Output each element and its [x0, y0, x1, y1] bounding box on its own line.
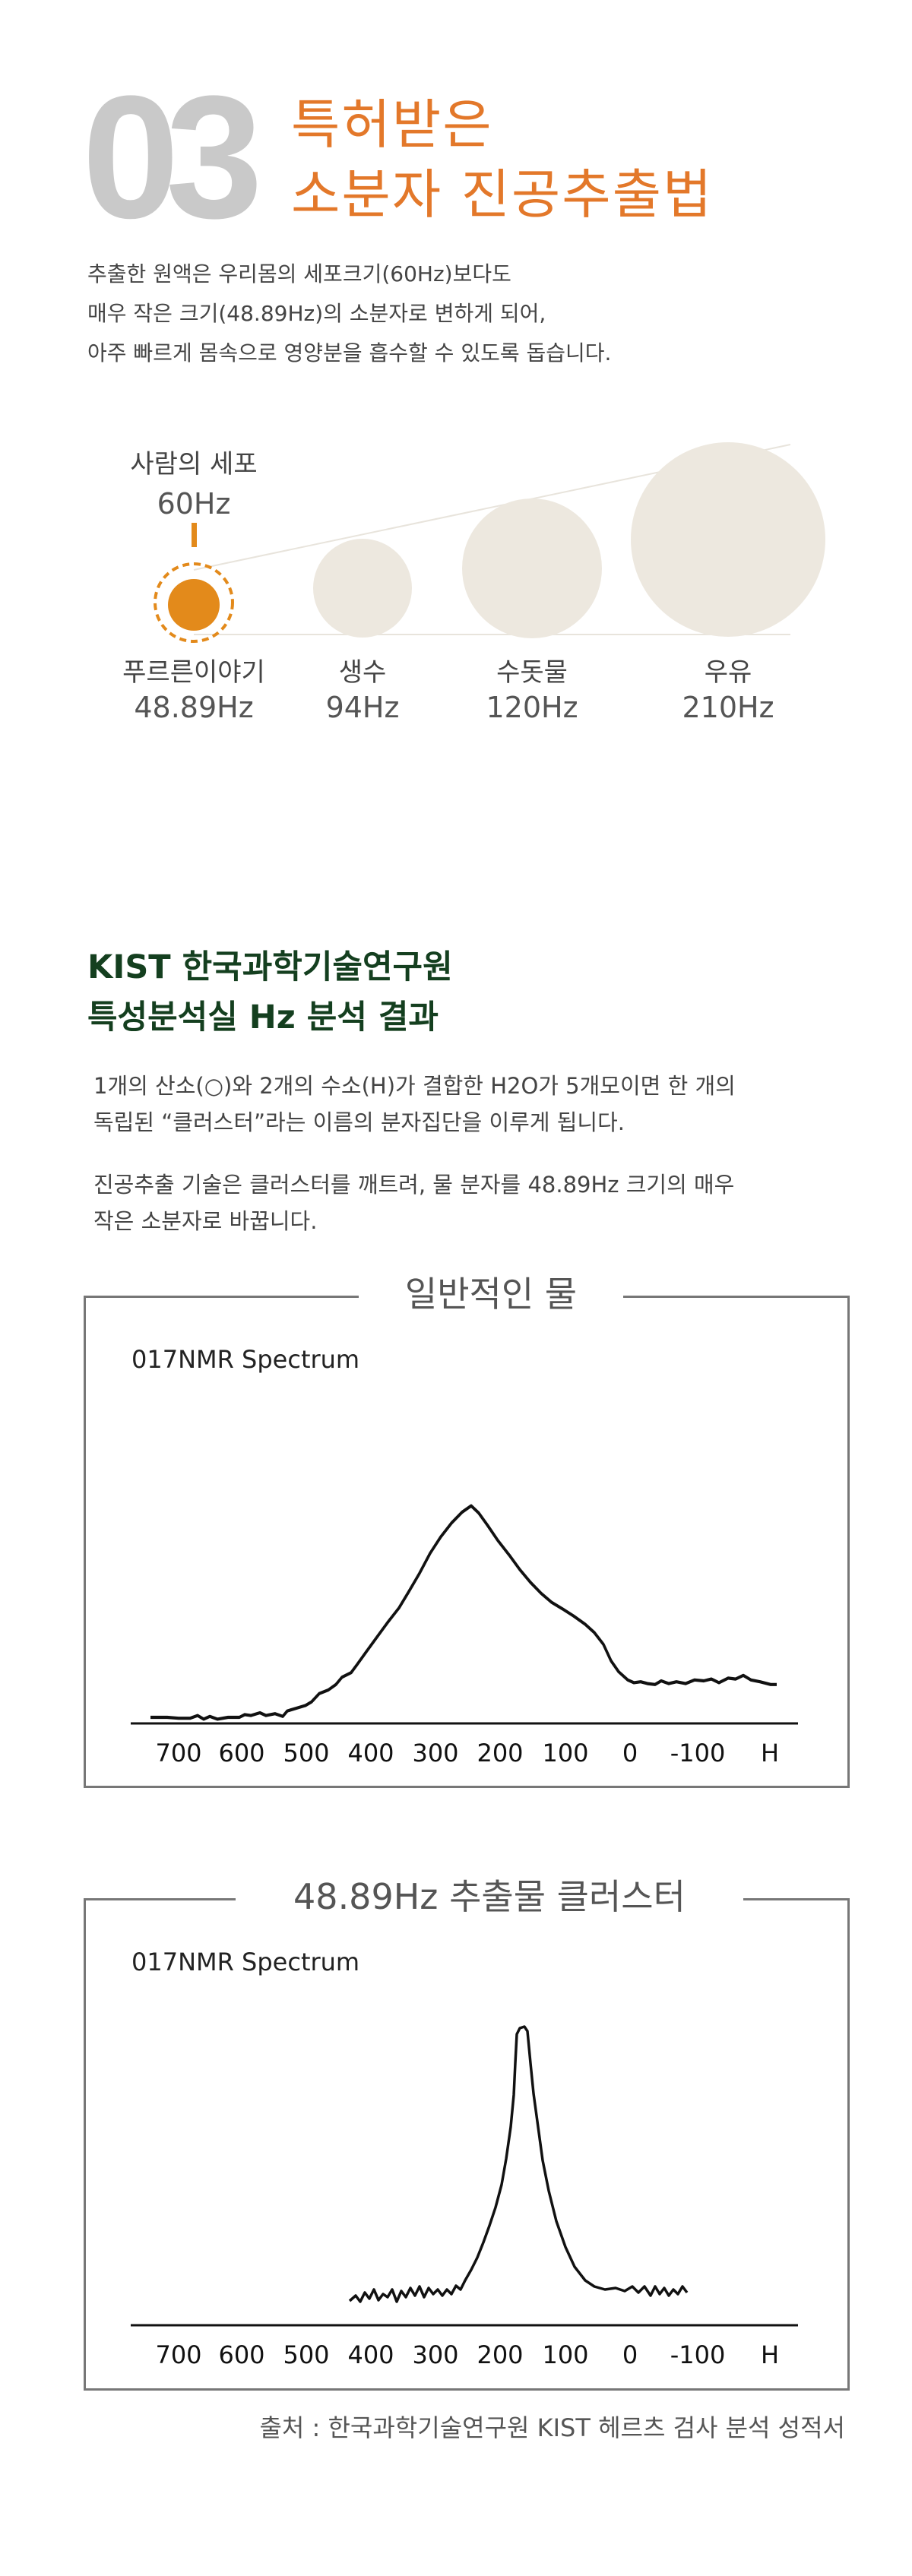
tick-label: 600: [218, 2340, 265, 2369]
title-line-1: 특허받은: [291, 93, 493, 156]
intro-line-2: 매우 작은 크기(48.89Hz)의 소분자로 변하게 되어,: [87, 301, 546, 326]
intro-line-3: 아주 빠르게 몸속으로 영양분을 흡수할 수 있도록 돕습니다.: [87, 340, 612, 366]
tick-label: H: [760, 1739, 780, 1767]
circle-name: 수돗물: [496, 657, 568, 688]
circle-hz: 120Hz: [486, 691, 578, 724]
circle-label-extract: 푸르른이야기 48.89Hz: [99, 655, 289, 725]
spectrum-ticks-extract: 700 600 500 400 300 200 100 0 -100 H: [84, 2340, 844, 2371]
circle-label-water: 생수 94Hz: [290, 655, 435, 725]
circle-hz: 94Hz: [325, 691, 400, 724]
tick-label: 0: [622, 2340, 638, 2369]
spectrum-ticks-normal-water: 700 600 500 400 300 200 100 0 -100 H: [84, 1739, 844, 1769]
tick-label: 100: [542, 1739, 589, 1767]
spectrum-label: 017NMR Spectrum: [131, 1345, 360, 1374]
circle-hz: 48.89Hz: [134, 691, 254, 724]
paragraph-line: 1개의 산소(○)와 2개의 수소(H)가 결합한 H2O가 5개모이면 한 개…: [93, 1073, 736, 1099]
paragraph-line: 작은 소분자로 바꿉니다.: [93, 1208, 318, 1234]
cell-size-ring: [154, 562, 234, 643]
title-line-2: 소분자 진공추출법: [291, 163, 714, 226]
tapwater-circle: [462, 498, 602, 638]
spectrum-label: 017NMR Spectrum: [131, 1948, 360, 1976]
spectrum-title-extract: 48.89Hz 추출물 클러스터: [236, 1875, 743, 1918]
circle-label-milk: 우유 210Hz: [652, 655, 804, 725]
tick-label: -100: [670, 1739, 726, 1767]
spectrum-title-normal-water: 일반적인 물: [359, 1273, 623, 1315]
section-title: 특허받은 소분자 진공추출법: [291, 90, 713, 229]
kist-heading-line-2: 특성분석실 Hz 분석 결과: [87, 998, 439, 1036]
tick-label: 300: [412, 2340, 459, 2369]
tick-label: 500: [283, 1739, 330, 1767]
spectrum-plot-extract: [131, 2025, 798, 2327]
cell-name: 사람의 세포: [130, 449, 258, 479]
size-comparison-illustration: [154, 442, 825, 643]
intro-text: 추출한 원액은 우리몸의 세포크기(60Hz)보다도 매우 작은 크기(48.8…: [87, 255, 611, 373]
spectrum-curve: [150, 1504, 777, 1721]
kist-heading-line-1: KIST 한국과학기술연구원: [87, 948, 453, 986]
tick-label: -100: [670, 2340, 726, 2369]
tick-label: 400: [347, 2340, 394, 2369]
paragraph-line: 독립된 “클러스터”라는 이름의 분자집단을 이루게 됩니다.: [93, 1109, 625, 1135]
section-number: 03: [82, 59, 263, 255]
tick-label: 700: [155, 2340, 202, 2369]
tick-label: H: [760, 2340, 780, 2369]
tick-label: 100: [542, 2340, 589, 2369]
tick-label: 300: [412, 1739, 459, 1767]
source-note: 출처 : 한국과학기술연구원 KIST 헤르츠 검사 분석 성적서: [259, 2413, 845, 2442]
tick-label: 200: [477, 2340, 524, 2369]
water-circle: [313, 539, 412, 638]
circle-name: 생수: [338, 657, 387, 688]
spectrum-plot-normal-water: [131, 1504, 798, 1725]
paragraph-line: 진공추출 기술은 클러스터를 깨트려, 물 분자를 48.89Hz 크기의 매우: [93, 1172, 735, 1198]
cell-pointer: [192, 523, 197, 547]
cell-hz: 60Hz: [157, 487, 231, 521]
kist-paragraph-1: 1개의 산소(○)와 2개의 수소(H)가 결합한 H2O가 5개모이면 한 개…: [93, 1068, 736, 1141]
tick-label: 700: [155, 1739, 202, 1767]
circle-hz: 210Hz: [682, 691, 774, 724]
extract-circle: [168, 579, 220, 631]
cell-label: 사람의 세포 60Hz: [114, 447, 274, 521]
circle-name: 우유: [704, 657, 752, 688]
tick-label: 500: [283, 2340, 330, 2369]
spectrum-curve: [348, 2025, 689, 2303]
kist-heading: KIST 한국과학기술연구원 특성분석실 Hz 분석 결과: [87, 942, 453, 1043]
tick-label: 600: [218, 1739, 265, 1767]
milk-circle: [631, 442, 825, 637]
tick-label: 400: [347, 1739, 394, 1767]
kist-paragraph-2: 진공추출 기술은 클러스터를 깨트려, 물 분자를 48.89Hz 크기의 매우…: [93, 1166, 734, 1239]
intro-line-1: 추출한 원액은 우리몸의 세포크기(60Hz)보다도: [87, 261, 511, 286]
tick-label: 200: [477, 1739, 524, 1767]
tick-label: 0: [622, 1739, 638, 1767]
circle-name: 푸르른이야기: [122, 657, 265, 688]
circle-label-tapwater: 수돗물 120Hz: [456, 655, 608, 725]
